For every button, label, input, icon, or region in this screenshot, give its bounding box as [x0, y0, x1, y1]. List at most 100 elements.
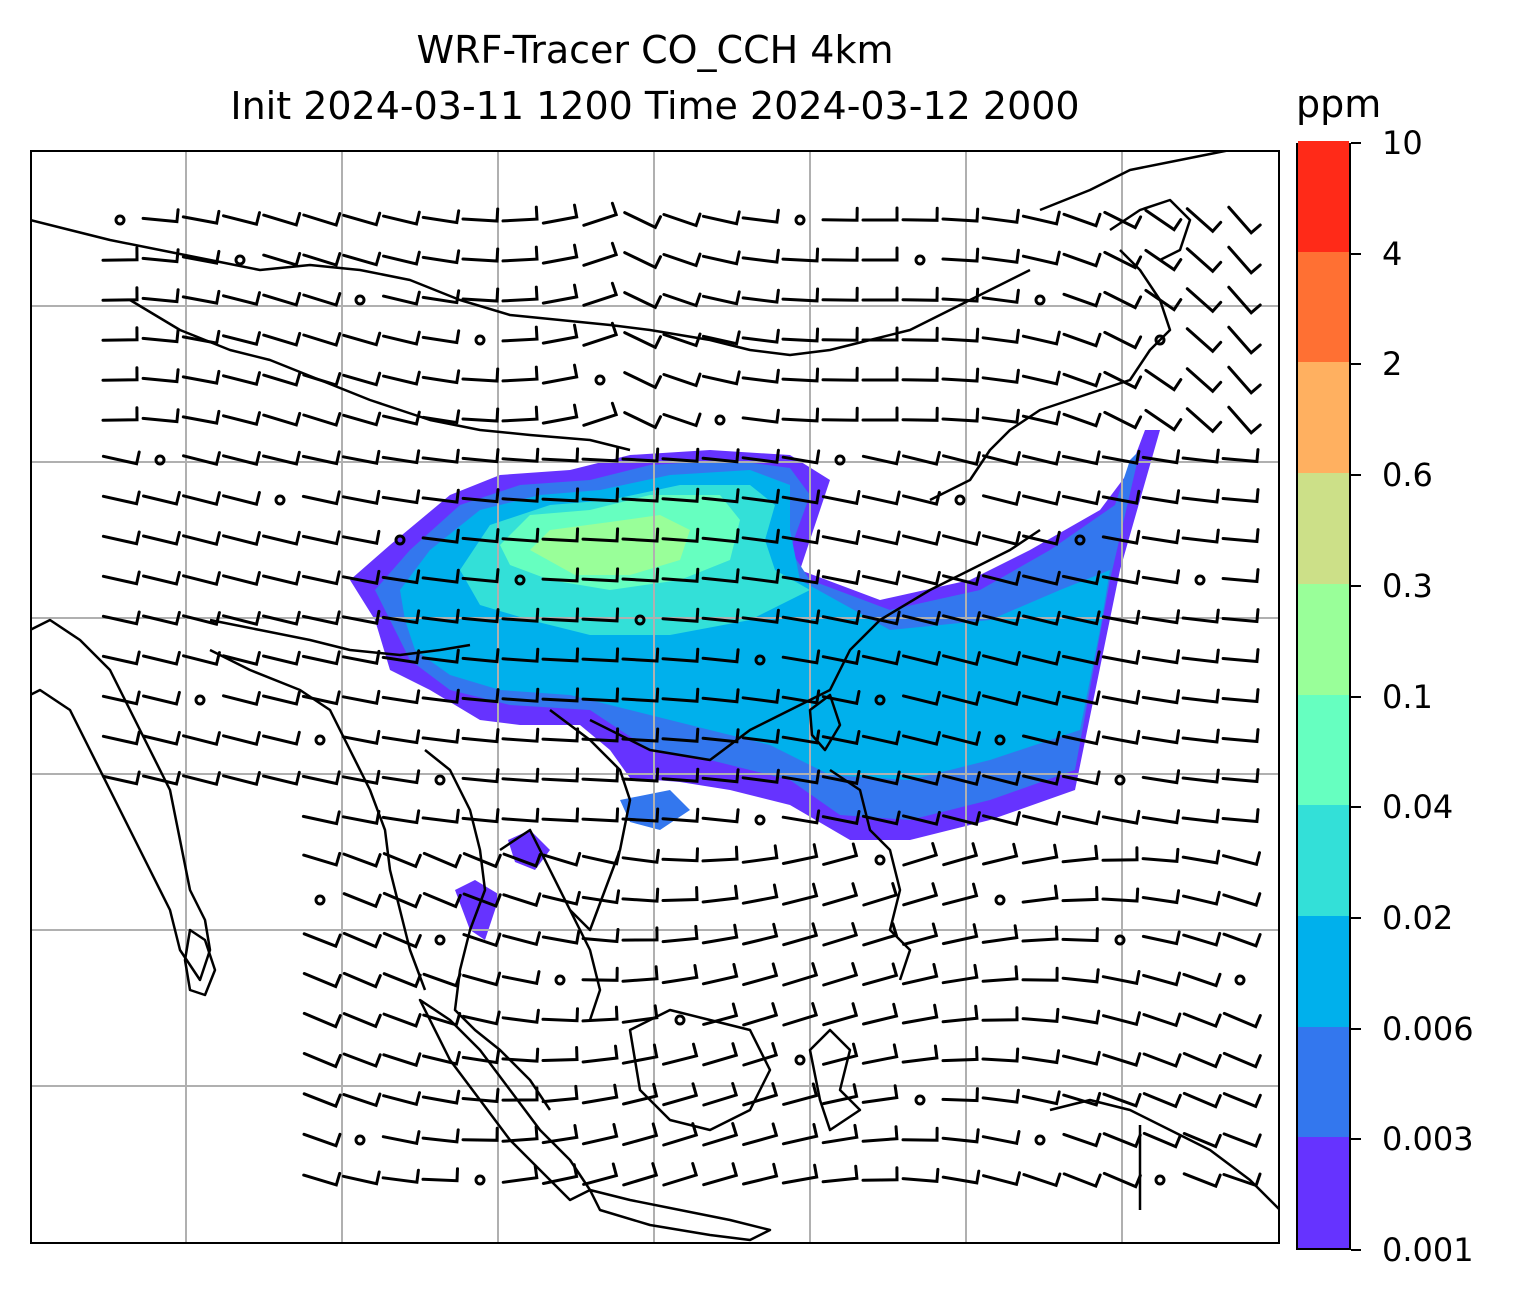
- wind-barb: [861, 650, 901, 666]
- wind-barb: [341, 649, 381, 665]
- wind-barb: [621, 1043, 659, 1065]
- wind-barb: [501, 1008, 540, 1024]
- wind-barb: [342, 931, 382, 949]
- wind-barb: [302, 292, 342, 307]
- calm-wind-marker: [314, 734, 326, 746]
- wind-barb: [182, 771, 221, 787]
- wind-barb: [422, 1050, 461, 1066]
- wind-barb: [101, 326, 139, 342]
- wind-barb: [262, 650, 301, 666]
- map-title-line-2: Init 2024-03-11 1200 Time 2024-03-12 200…: [230, 84, 1080, 128]
- wind-barb: [781, 843, 819, 865]
- wind-barb: [301, 770, 341, 786]
- wind-barb: [382, 290, 421, 306]
- wind-barb: [422, 972, 462, 988]
- wind-barb: [541, 1124, 579, 1145]
- wind-barb: [501, 647, 540, 663]
- wind-barb: [861, 1166, 899, 1182]
- wind-barb: [421, 448, 460, 464]
- calm-wind-marker: [394, 534, 406, 546]
- wind-barb: [142, 490, 181, 506]
- colorbar-tick-label: 0.1: [1382, 677, 1433, 716]
- wind-barb: [382, 972, 422, 989]
- wind-barb: [421, 409, 461, 425]
- wind-barb: [701, 923, 739, 945]
- wind-barb: [701, 568, 740, 584]
- wind-barb: [741, 608, 780, 624]
- wind-barb: [701, 528, 740, 544]
- wind-barb: [741, 368, 780, 384]
- wind-barb: [742, 922, 779, 946]
- calm-wind-marker: [994, 734, 1006, 746]
- wind-barb: [222, 571, 261, 587]
- wind-barb: [1181, 648, 1220, 664]
- wind-barb: [341, 489, 381, 505]
- wind-barb: [342, 852, 382, 868]
- wind-barb: [902, 690, 941, 706]
- wind-barb: [1221, 568, 1260, 584]
- wind-barb: [702, 1122, 739, 1147]
- wind-barb: [1221, 768, 1260, 784]
- wind-barb: [821, 570, 861, 586]
- wind-barb: [1021, 884, 1059, 904]
- wind-barb: [981, 368, 1020, 384]
- wind-barb: [541, 567, 580, 583]
- wind-barb: [1182, 972, 1222, 988]
- wind-barb: [222, 691, 261, 707]
- wind-barb: [862, 962, 899, 987]
- wind-barb: [821, 1164, 859, 1184]
- wind-barb: [701, 448, 740, 464]
- wind-barb: [1222, 932, 1262, 948]
- wind-barb: [501, 687, 540, 703]
- coast-china-south: [589, 528, 1041, 762]
- wind-barb: [1181, 448, 1220, 464]
- wind-barb: [1185, 327, 1223, 354]
- wind-barb: [422, 851, 462, 869]
- wind-barb: [782, 922, 819, 947]
- coast-bay-of-bengal: [209, 648, 427, 991]
- wind-barb: [742, 962, 779, 987]
- wind-barb: [1221, 688, 1260, 704]
- wind-barb: [342, 211, 382, 227]
- wind-barb: [701, 728, 740, 744]
- wind-barb: [1182, 1132, 1222, 1149]
- wind-barb: [461, 367, 500, 383]
- wind-barb: [1102, 1052, 1142, 1067]
- wind-barb: [582, 281, 619, 307]
- wind-barb: [621, 727, 660, 743]
- wind-barb: [1227, 285, 1262, 315]
- wind-barb: [902, 842, 939, 867]
- colorbar-tick-mark: [1351, 474, 1361, 477]
- coast-new-guinea: [1049, 1098, 1280, 1211]
- wind-barb: [822, 962, 859, 987]
- wind-barb: [101, 690, 141, 706]
- wind-barb: [902, 450, 941, 466]
- wind-barb: [541, 243, 579, 265]
- wind-barb: [1062, 412, 1102, 428]
- wind-barb: [1022, 530, 1061, 546]
- wind-barb: [142, 570, 181, 586]
- wind-barb: [1142, 1012, 1182, 1028]
- wind-barb: [1144, 288, 1183, 312]
- wind-barb: [781, 367, 820, 383]
- calm-wind-marker: [994, 894, 1006, 906]
- wind-barb: [741, 688, 780, 704]
- map-panel: [30, 150, 1280, 1244]
- wind-barb: [941, 327, 980, 343]
- wind-barb: [861, 730, 901, 746]
- wind-barb: [501, 447, 540, 463]
- wind-barb: [382, 891, 422, 909]
- wind-barb: [902, 570, 941, 586]
- calm-wind-marker: [274, 494, 286, 506]
- calm-wind-marker: [754, 814, 766, 826]
- wind-barb: [341, 609, 381, 625]
- wind-barb: [1144, 248, 1183, 272]
- wind-barb: [701, 648, 740, 664]
- wind-barb: [1141, 449, 1181, 465]
- colorbar-tick-mark: [1351, 806, 1361, 809]
- wind-barb: [302, 1011, 342, 1029]
- wind-barb: [621, 767, 660, 783]
- wind-barb: [1221, 808, 1260, 824]
- wind-barb: [1103, 250, 1143, 270]
- wind-barb: [1022, 650, 1061, 666]
